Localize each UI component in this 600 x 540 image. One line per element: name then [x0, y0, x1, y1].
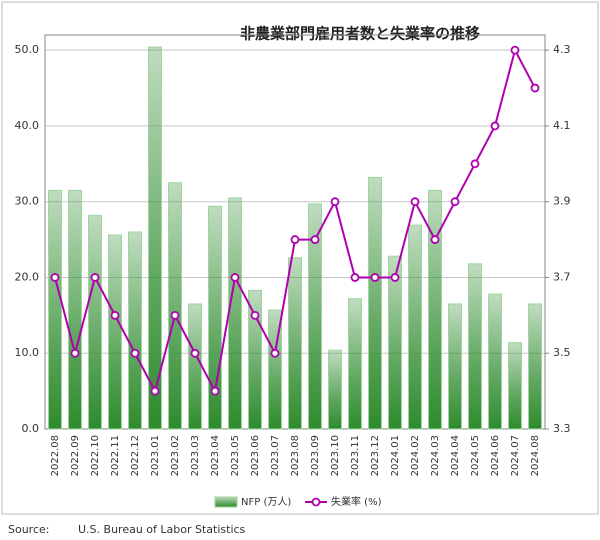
y-tick-label: 30.0 [15, 195, 40, 208]
bar [128, 231, 142, 430]
bar [408, 224, 422, 430]
bar [468, 263, 482, 430]
y-tick-label: 50.0 [15, 43, 40, 56]
line-marker [130, 348, 140, 358]
x-tick-label: 2023.06 [250, 435, 261, 476]
x-tick-label: 2023.04 [210, 435, 221, 476]
line-marker [530, 83, 540, 93]
bar [188, 303, 202, 430]
line-marker [410, 197, 420, 207]
bar [388, 255, 402, 430]
bar [448, 303, 462, 430]
source-label: Source: [8, 523, 50, 536]
y2-tick-label: 3.9 [553, 195, 571, 208]
x-tick-label: 2023.05 [230, 435, 241, 476]
x-tick-label: 2022.11 [110, 435, 121, 476]
x-tick-label: 2023.09 [310, 435, 321, 476]
line-marker [150, 386, 160, 396]
source-text: U.S. Bureau of Labor Statistics [78, 523, 246, 536]
bar [428, 189, 442, 430]
bar [208, 205, 222, 430]
bar [528, 303, 542, 430]
x-tick-label: 2024.06 [490, 435, 501, 476]
legend-label: 失業率 (%) [331, 495, 382, 508]
x-tick-label: 2024.07 [510, 435, 521, 476]
y-tick-label: 40.0 [15, 119, 40, 132]
frame [1, 1, 599, 515]
x-tick-label: 2024.01 [390, 435, 401, 476]
y2-tick-label: 3.7 [553, 270, 571, 283]
bar [328, 349, 342, 430]
legend-swatch [214, 496, 238, 508]
bar [248, 289, 262, 430]
y-tick-label: 20.0 [15, 270, 40, 283]
x-tick-label: 2023.02 [170, 435, 181, 476]
legend-label: NFP (万人) [241, 496, 291, 508]
x-tick-label: 2024.04 [450, 435, 461, 476]
y2-tick-label: 4.1 [553, 119, 571, 132]
x-tick-label: 2023.10 [330, 435, 341, 476]
x-tick-label: 2024.02 [410, 435, 421, 476]
y-tick-label: 0.0 [22, 422, 40, 435]
bar [68, 189, 82, 430]
line-marker [290, 235, 300, 244]
line-marker [70, 348, 80, 358]
x-tick-label: 2024.03 [430, 435, 441, 476]
line-marker [470, 159, 480, 169]
y-tick-label: 10.0 [15, 346, 40, 359]
line-marker [450, 197, 460, 207]
bar [168, 182, 182, 430]
line-marker [510, 45, 520, 55]
x-tick-label: 2023.08 [290, 435, 301, 476]
y2-tick-label: 3.5 [553, 346, 571, 359]
bar [348, 298, 362, 430]
line-marker [430, 235, 440, 244]
line-marker [490, 121, 500, 131]
x-tick-label: 2023.01 [150, 435, 161, 476]
line-marker [230, 273, 240, 282]
x-tick-label: 2024.08 [530, 435, 541, 476]
x-tick-label: 2022.12 [130, 435, 141, 476]
chart-title: 非農業部門雇用者数と失業率の推移 [240, 25, 480, 43]
bar [288, 257, 302, 430]
y2-tick-label: 3.3 [553, 422, 571, 435]
bar [488, 293, 502, 430]
line-marker [170, 310, 180, 320]
bar [88, 214, 102, 430]
bar [368, 176, 382, 430]
line-marker [350, 273, 360, 282]
line-marker [190, 348, 200, 358]
x-tick-label: 2022.09 [70, 435, 81, 476]
x-tick-label: 2022.08 [50, 435, 61, 476]
bar [308, 203, 322, 430]
line-marker [370, 273, 380, 282]
line-marker [210, 386, 220, 396]
bar [148, 46, 162, 430]
line-marker [110, 310, 120, 320]
line-marker [270, 348, 280, 358]
line-marker [310, 235, 320, 244]
x-tick-label: 2023.12 [370, 435, 381, 476]
x-tick-label: 2023.03 [190, 435, 201, 476]
bar [48, 189, 62, 430]
x-tick-label: 2023.11 [350, 435, 361, 476]
x-tick-label: 2022.10 [90, 435, 101, 476]
line-marker [250, 310, 260, 320]
bar [228, 197, 242, 430]
line-marker [330, 197, 340, 207]
bar [108, 234, 122, 430]
x-tick-label: 2024.05 [470, 435, 481, 476]
line-marker [90, 273, 100, 282]
y2-tick-label: 4.3 [553, 43, 571, 56]
bar [508, 342, 522, 430]
legend-swatch [311, 497, 321, 507]
line-marker [390, 273, 400, 282]
x-tick-label: 2023.07 [270, 435, 281, 476]
line-marker [50, 273, 60, 282]
